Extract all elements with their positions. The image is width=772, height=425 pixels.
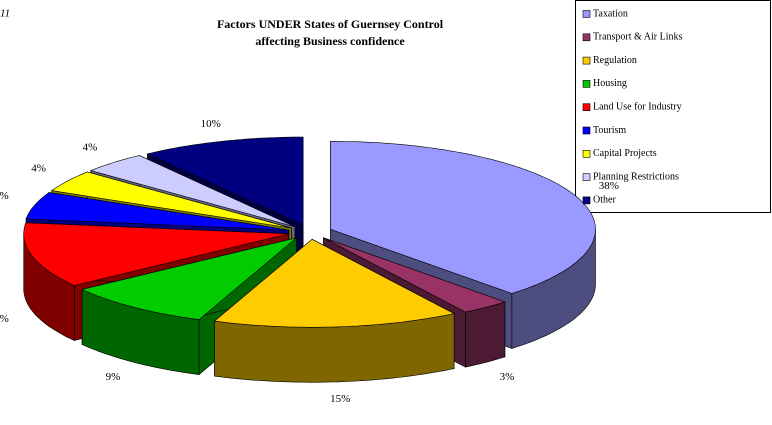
- legend-marker: [582, 10, 591, 18]
- legend-label: Capital Projects: [593, 148, 657, 159]
- legend-label: Tourism: [593, 125, 626, 136]
- pie-slice: [213, 238, 455, 383]
- slice-top: [81, 237, 297, 320]
- slice-top: [213, 238, 455, 328]
- slice-top: [146, 136, 304, 226]
- data-label: 3%: [500, 371, 515, 383]
- slice-top: [23, 222, 289, 286]
- page-number: 11: [0, 8, 10, 20]
- data-label: 5%: [0, 190, 9, 202]
- slice-top: [89, 155, 296, 227]
- data-label: 15%: [330, 393, 350, 405]
- data-label: 10%: [201, 118, 221, 130]
- slice-top: [330, 141, 596, 294]
- legend-label: Planning Restrictions: [593, 171, 679, 182]
- chart-title: Factors UNDER States of Guernsey Control: [217, 17, 444, 31]
- slice-outer-wall: [465, 301, 506, 368]
- data-label: 4%: [83, 142, 98, 154]
- data-label: 4%: [31, 162, 46, 174]
- legend-marker: [582, 103, 591, 111]
- chart-title: affecting Business confidence: [255, 34, 405, 48]
- slice-top: [25, 192, 289, 231]
- legend-label: Taxation: [593, 8, 628, 19]
- data-label: 9%: [106, 371, 121, 383]
- legend-box: [575, 0, 771, 213]
- legend-marker: [582, 56, 591, 65]
- legend-label: Housing: [593, 78, 627, 89]
- data-label: 12%: [0, 313, 9, 325]
- legend-marker: [582, 150, 591, 158]
- data-label: 38%: [599, 180, 619, 192]
- slice-top: [50, 171, 292, 229]
- slice-top: [323, 237, 506, 313]
- legend-marker: [582, 126, 591, 135]
- legend-label: Other: [593, 195, 616, 206]
- legend-label: Land Use for Industry: [593, 101, 682, 112]
- legend-label: Regulation: [593, 55, 637, 66]
- legend-marker: [582, 173, 591, 181]
- legend-label: Transport & Air Links: [593, 32, 682, 43]
- legend-marker: [582, 196, 591, 205]
- legend-marker: [582, 80, 591, 88]
- legend-marker: [582, 33, 591, 42]
